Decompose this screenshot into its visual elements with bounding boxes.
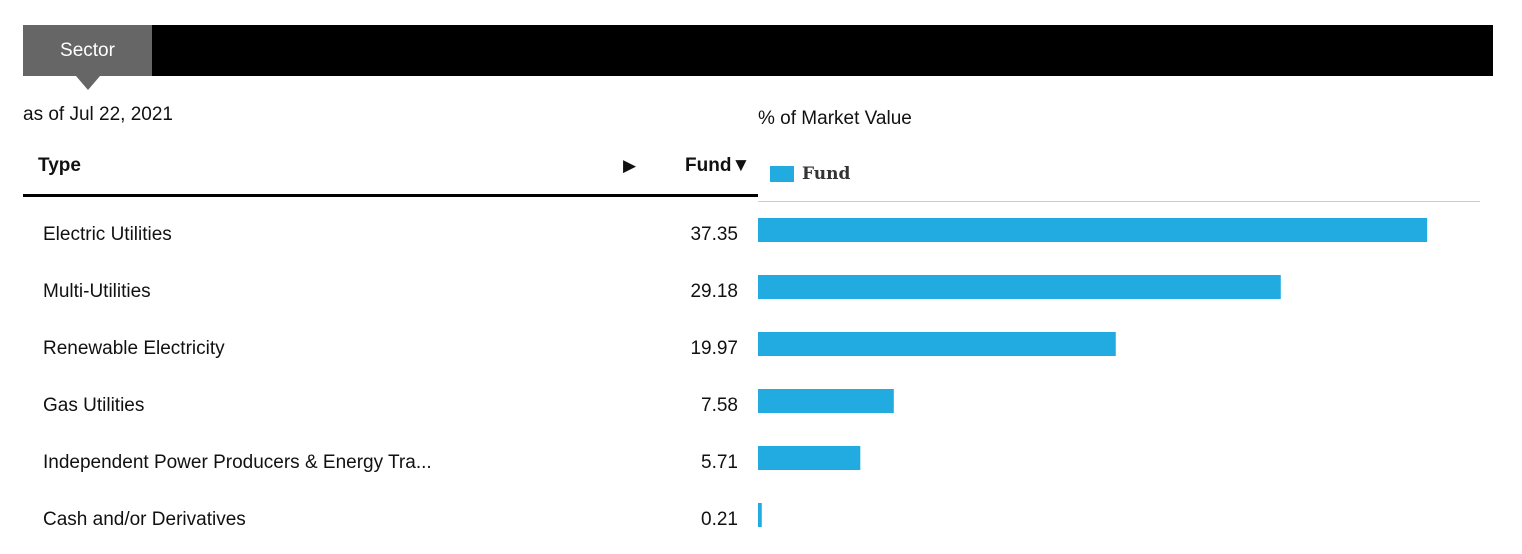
tab-label: Sector [60, 39, 115, 61]
column-header-fund[interactable]: Fund▼ [685, 155, 750, 177]
row-type: Independent Power Producers & Energy Tra… [43, 452, 432, 473]
bar-5 [758, 503, 762, 527]
fund-header-label: Fund [685, 155, 732, 176]
table-row: Electric Utilities 37.35 [23, 212, 758, 269]
row-fund-value: 29.18 [690, 281, 738, 302]
bar-1 [758, 275, 1281, 299]
as-of-date: as of Jul 22, 2021 [23, 104, 173, 125]
table-row: Independent Power Producers & Energy Tra… [23, 440, 758, 497]
legend-label: Fund [802, 164, 851, 184]
row-type: Electric Utilities [43, 224, 172, 245]
tab-pointer-icon [76, 76, 100, 90]
chart-legend: Fund [770, 164, 850, 184]
triangle-right-icon[interactable]: ▶ [623, 156, 637, 175]
row-fund-value: 5.71 [701, 452, 738, 473]
triangle-down-icon: ▼ [731, 155, 751, 176]
bar-3 [758, 389, 894, 413]
header-divider [23, 194, 758, 197]
bar-chart [758, 218, 1428, 527]
section-header-bar [23, 25, 1493, 76]
row-type: Cash and/or Derivatives [43, 509, 246, 530]
table-row: Renewable Electricity 19.97 [23, 326, 758, 383]
chart-baseline [758, 201, 1480, 202]
row-fund-value: 37.35 [690, 224, 738, 245]
bar-0 [758, 218, 1428, 242]
table-row: Multi-Utilities 29.18 [23, 269, 758, 326]
chart-title: % of Market Value [758, 108, 912, 129]
row-type: Multi-Utilities [43, 281, 151, 302]
row-fund-value: 19.97 [690, 338, 738, 359]
row-type: Gas Utilities [43, 395, 145, 416]
bar-2 [758, 332, 1116, 356]
column-header-type[interactable]: Type [38, 155, 81, 176]
legend-swatch [770, 166, 794, 182]
table-row: Gas Utilities 7.58 [23, 383, 758, 440]
row-fund-value: 7.58 [701, 395, 738, 416]
table-row: Cash and/or Derivatives 0.21 [23, 497, 758, 554]
tab-sector[interactable]: Sector [23, 25, 152, 76]
row-fund-value: 0.21 [701, 509, 738, 530]
row-type: Renewable Electricity [43, 338, 225, 359]
bar-4 [758, 446, 861, 470]
